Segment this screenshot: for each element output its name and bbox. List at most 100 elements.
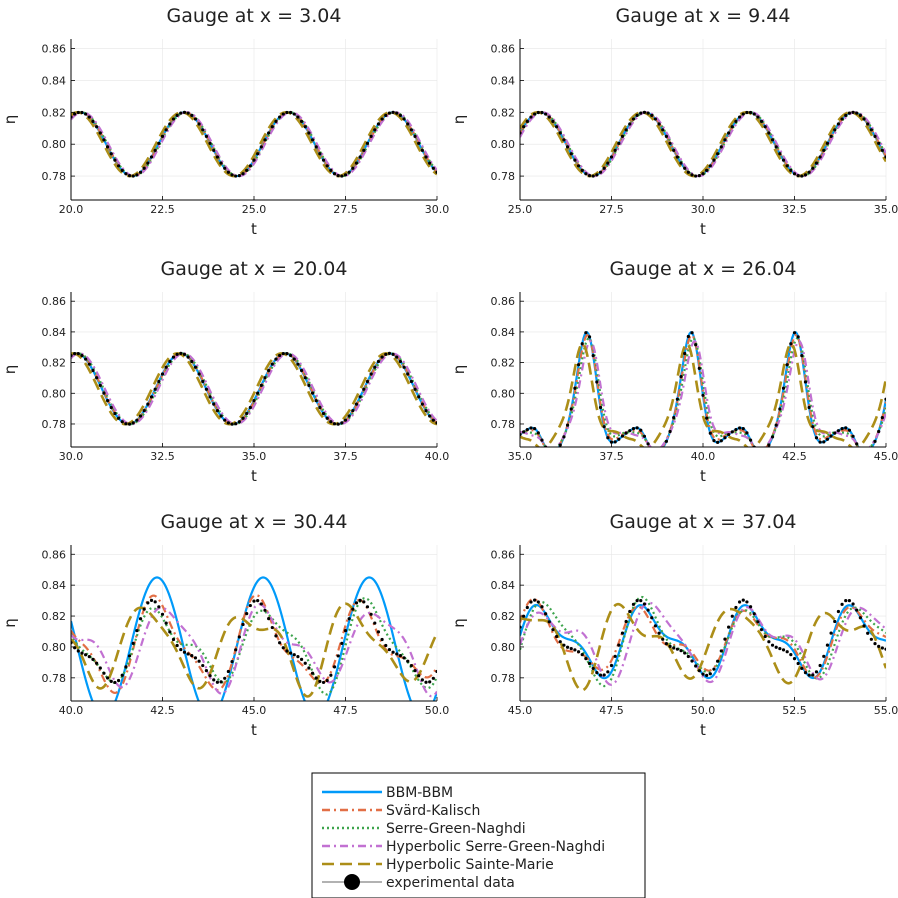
experimental-point [668, 141, 672, 145]
experimental-point [591, 353, 595, 358]
y-tick-label: 0.80 [491, 387, 516, 400]
experimental-point [661, 637, 665, 641]
experimental-point [428, 161, 432, 165]
experimental-point [124, 422, 128, 426]
x-tick-label: 22.5 [150, 203, 175, 216]
experimental-point [113, 680, 117, 685]
experimental-point [829, 134, 833, 138]
experimental-point [770, 138, 775, 142]
experimental-point [602, 425, 606, 429]
experimental-point [182, 352, 187, 356]
panel-2: Gauge at x = 9.44 25.0 27.5 30.0 32.5 35.0 0.7… [450, 5, 898, 238]
experimental-point [318, 152, 322, 156]
experimental-point [267, 368, 271, 373]
experimental-point [818, 155, 822, 159]
chart-title: Gauge at x = 9.44 [616, 5, 791, 27]
experimental-point [664, 134, 669, 138]
experimental-point [869, 637, 873, 641]
y-tick-label: 0.78 [491, 418, 516, 431]
experimental-point [138, 617, 143, 621]
experimental-point [650, 616, 654, 620]
experimental-point [380, 355, 384, 359]
experimental-point [609, 663, 614, 668]
experimental-point [435, 170, 437, 174]
experimental-point [131, 421, 135, 425]
experimental-point [219, 414, 223, 418]
experimental-point [756, 620, 760, 624]
experimental-point [829, 434, 833, 438]
experimental-point [106, 676, 110, 680]
y-axis-label: η [1, 365, 19, 375]
experimental-point [701, 393, 705, 397]
experimental-point [270, 125, 274, 129]
experimental-point [548, 450, 551, 453]
x-tick-label: 50.0 [425, 704, 450, 717]
experimental-point [95, 661, 99, 665]
y-tick-label: 0.82 [42, 357, 67, 370]
y-tick-label: 0.84 [491, 326, 516, 339]
experimental-point [606, 436, 610, 440]
experimental-point [796, 174, 800, 178]
experimental-point [215, 409, 219, 413]
experimental-point [792, 331, 797, 335]
experimental-point [146, 161, 150, 165]
experimental-point [697, 669, 701, 673]
experimental-point [741, 112, 745, 116]
experimental-point [186, 652, 190, 656]
x-tick-label: 30.0 [59, 450, 84, 463]
experimental-point [635, 113, 639, 117]
experimental-point [580, 168, 584, 173]
experimental-point [536, 431, 540, 435]
experimental-point [321, 411, 326, 416]
experimental-point [525, 427, 529, 432]
experimental-point [679, 375, 683, 379]
x-tick-label: 25.0 [508, 203, 533, 216]
experimental-point [767, 443, 771, 447]
experimental-point [226, 421, 230, 425]
experimental-point [102, 671, 106, 675]
experimental-point [705, 416, 709, 420]
experimental-point [690, 173, 694, 177]
experimental-point [387, 351, 392, 355]
experimental-point [587, 174, 592, 178]
experimental-point [606, 670, 610, 674]
experimental-point [241, 416, 245, 420]
experimental-point [248, 164, 252, 168]
experimental-point [278, 353, 282, 358]
experimental-point [748, 605, 753, 609]
experimental-point [807, 170, 811, 174]
x-tick-label: 20.0 [59, 203, 84, 216]
experimental-point [745, 110, 749, 115]
series-line-sv-rd-kalisch [520, 333, 886, 447]
experimental-point [296, 655, 300, 659]
y-tick-label: 0.80 [491, 138, 516, 151]
experimental-point [639, 599, 643, 603]
experimental-point [781, 648, 786, 652]
experimental-point [219, 680, 223, 684]
experimental-point [672, 646, 676, 650]
experimental-point [657, 631, 661, 635]
experimental-point [697, 174, 701, 178]
y-tick-label: 0.80 [42, 641, 67, 654]
experimental-point [884, 397, 886, 401]
y-tick-label: 0.86 [42, 43, 67, 56]
experimental-point [822, 654, 826, 658]
experimental-point [675, 155, 679, 159]
experimental-point [153, 148, 157, 152]
legend-box [311, 772, 646, 898]
experimental-point [190, 654, 194, 658]
x-tick-label: 42.5 [150, 704, 175, 717]
experimental-point [406, 659, 410, 663]
experimental-point [171, 355, 176, 359]
experimental-point [124, 172, 128, 176]
experimental-point [190, 359, 194, 364]
experimental-point [873, 439, 877, 443]
experimental-point [431, 166, 435, 170]
experimental-point [98, 383, 102, 387]
experimental-point [646, 608, 650, 612]
experimental-point [234, 422, 238, 426]
experimental-point [321, 158, 326, 162]
series-group [520, 330, 886, 453]
experimental-point [354, 601, 359, 605]
experimental-point [719, 649, 723, 653]
